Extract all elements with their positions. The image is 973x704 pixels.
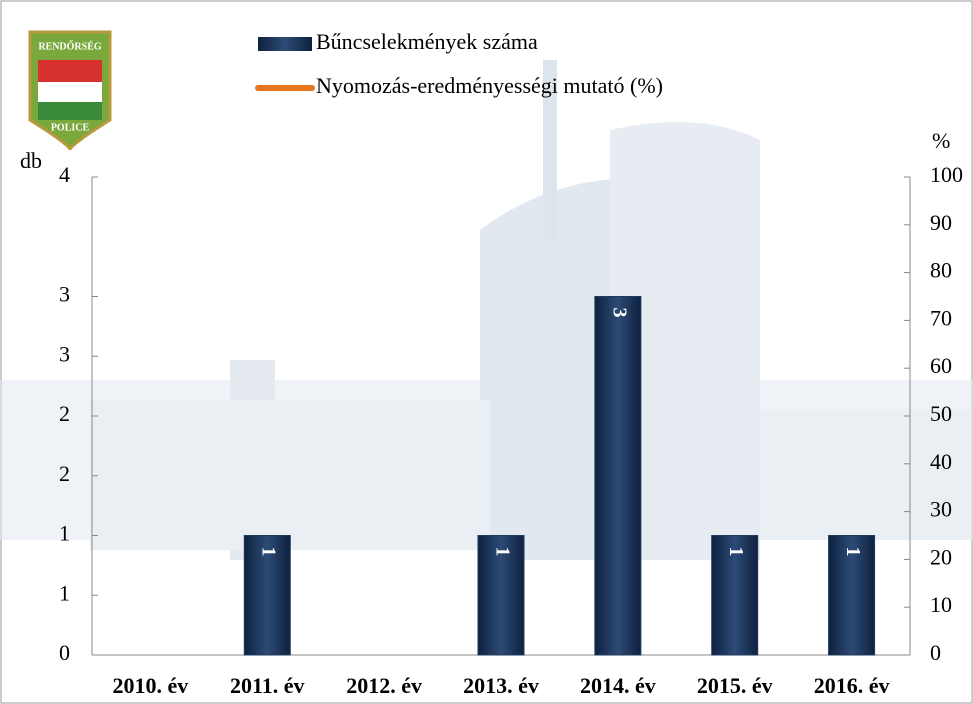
x-tick-label: 2015. év (697, 673, 773, 698)
data-label: 1 (258, 547, 280, 557)
legend-swatch (258, 37, 312, 51)
y2-tick-label: 80 (930, 258, 952, 283)
y2-tick-label: 70 (930, 305, 952, 330)
data-label: 3 (608, 308, 630, 318)
y-tick-label: 0 (59, 640, 70, 665)
y2-tick-label: 50 (930, 401, 952, 426)
y-tick-label: 2 (59, 461, 70, 486)
y-tick-label: 2 (59, 401, 70, 426)
x-tick-label: 2013. év (463, 673, 539, 698)
y2-tick-label: 20 (930, 544, 952, 569)
bar (594, 296, 642, 656)
data-label: 1 (842, 547, 864, 557)
y2-axis-label: % (932, 128, 950, 153)
y2-tick-label: 60 (930, 353, 952, 378)
x-tick-label: 2016. év (814, 673, 890, 698)
data-label: 1 (491, 547, 513, 557)
legend-label: Bűncselekmények száma (316, 29, 538, 54)
legend-label: Nyomozás-eredményességi mutató (%) (316, 73, 663, 98)
logo-top-text: RENDŐRSÉG (38, 40, 102, 52)
y-axis-label: db (20, 148, 42, 173)
y2-tick-label: 30 (930, 497, 952, 522)
y-tick-label: 3 (59, 282, 70, 307)
y2-tick-label: 0 (930, 640, 941, 665)
y2-tick-label: 100 (930, 162, 963, 187)
x-tick-label: 2012. év (346, 673, 422, 698)
logo-bottom-text: POLICE (51, 122, 90, 133)
x-tick-label: 2010. év (113, 673, 189, 698)
y-tick-label: 3 (59, 341, 70, 366)
bar (828, 535, 876, 656)
x-tick-label: 2011. év (230, 673, 305, 698)
data-label: 1 (725, 547, 747, 557)
y-tick-label: 4 (59, 162, 70, 187)
y2-tick-label: 10 (930, 592, 952, 617)
logo: RENDŐRSÉG POLICE (28, 30, 112, 151)
bar (711, 535, 759, 656)
bar (243, 535, 291, 656)
bar (477, 535, 525, 656)
y-tick-label: 1 (59, 521, 70, 546)
background-photo (0, 60, 973, 561)
y2-tick-label: 90 (930, 210, 952, 235)
y-tick-label: 1 (59, 580, 70, 605)
x-tick-label: 2014. év (580, 673, 656, 698)
y2-tick-label: 40 (930, 449, 952, 474)
